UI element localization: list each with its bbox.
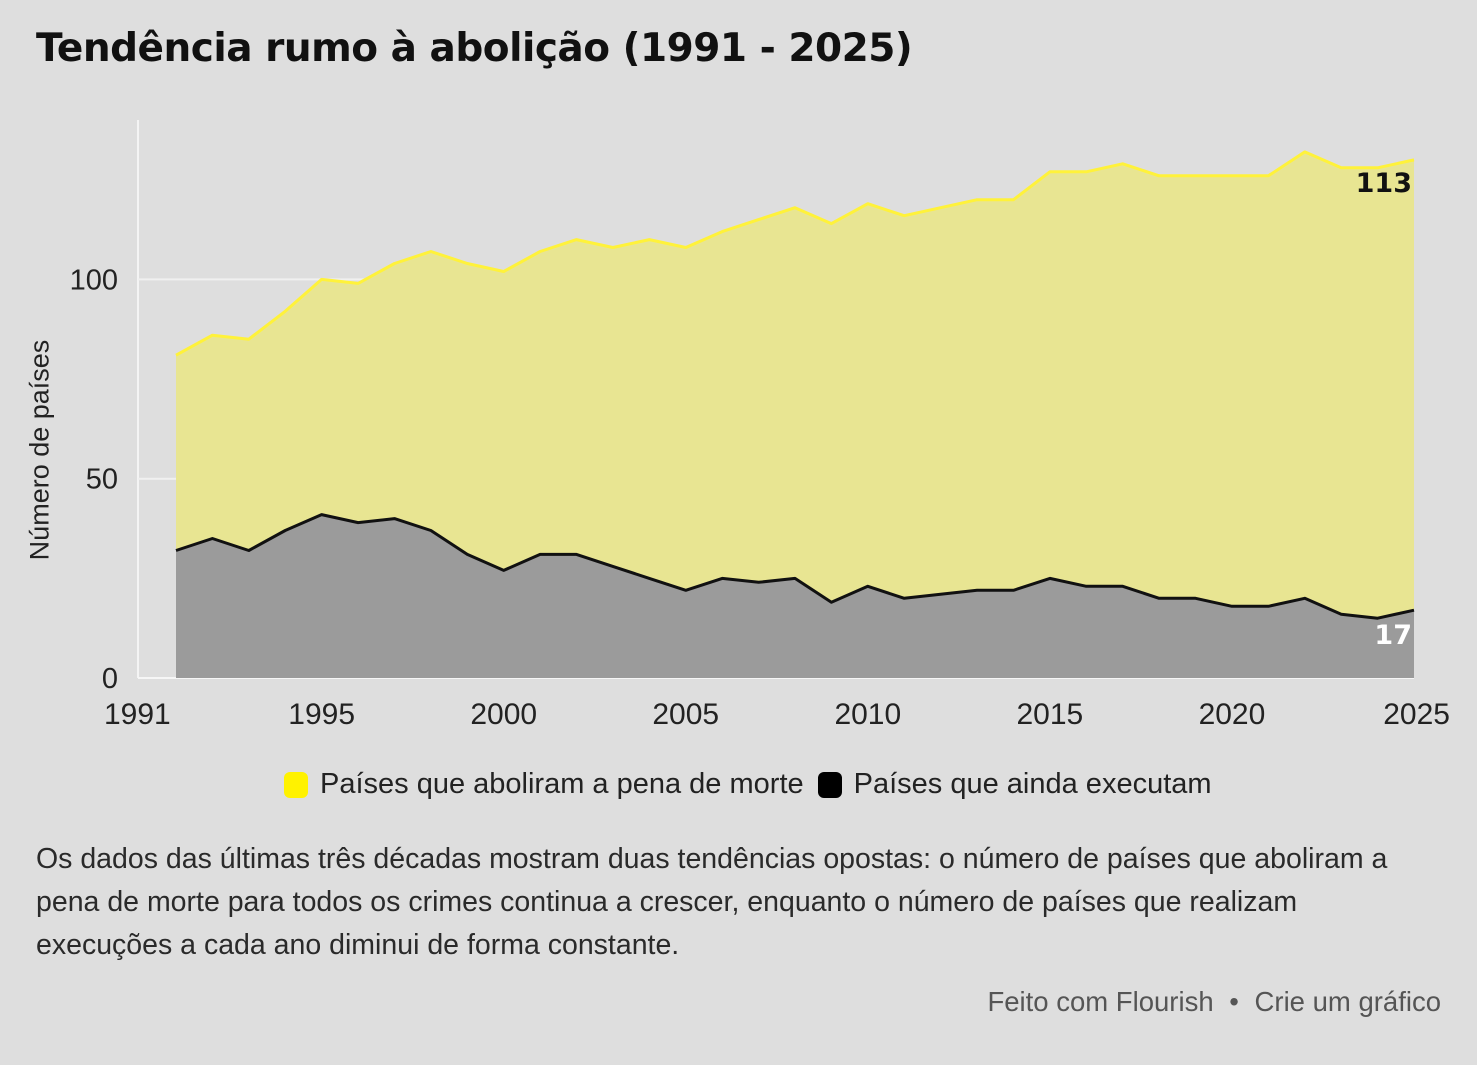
y-axis-label: Número de países xyxy=(24,339,55,561)
x-tick-label: 2010 xyxy=(834,698,901,731)
footer: Feito com Flourish • Crie um gráfico xyxy=(987,986,1441,1018)
chart-title: Tendência rumo à abolição (1991 - 2025) xyxy=(36,26,913,71)
x-tick-label: 2025 xyxy=(1383,698,1450,731)
legend-swatch-yellow xyxy=(284,771,308,798)
create-chart-link[interactable]: Crie um gráfico xyxy=(1254,986,1441,1017)
y-tick-label: 50 xyxy=(86,464,118,496)
y-tick-label: 100 xyxy=(70,264,118,296)
legend-label-abolished: Países que aboliram a pena de morte xyxy=(320,768,804,800)
area-executing xyxy=(176,514,1414,678)
stacked-area-chart: 1991 1995 2000 2005 2010 2015 2020 2025 050100 … xyxy=(70,120,1450,731)
end-label-abolished: 113 xyxy=(1356,168,1412,199)
footer-separator: • xyxy=(1229,986,1239,1017)
legend-label-executing: Países que ainda executam xyxy=(853,768,1212,800)
x-tick-label: 2005 xyxy=(652,698,719,731)
line-abolished xyxy=(175,150,1415,357)
x-tick-label: 1995 xyxy=(288,698,355,731)
end-label-executing: 17 xyxy=(1374,620,1412,651)
end-labels: 113 17 xyxy=(1356,168,1412,651)
y-axis: 0 50 100 xyxy=(70,264,118,695)
x-tick-label: 2020 xyxy=(1199,698,1266,731)
line-executing xyxy=(175,513,1415,620)
made-with-flourish-link[interactable]: Feito com Flourish xyxy=(987,986,1214,1017)
legend-item-executing[interactable]: Países que ainda executam xyxy=(817,768,1212,801)
x-tick-label: 1991 xyxy=(104,698,171,731)
legend-swatch-black xyxy=(817,771,842,798)
x-axis: 1991 1995 2000 2005 2010 2015 2020 2025 xyxy=(104,698,1450,731)
y-tick-label: 0 xyxy=(102,663,118,695)
legend-item-abolished[interactable]: Países que aboliram a pena de morte xyxy=(284,768,804,801)
x-tick-label: 2000 xyxy=(470,698,537,731)
legend: Países que aboliram a pena de morte País… xyxy=(284,768,1226,801)
x-tick-label: 2015 xyxy=(1017,698,1084,731)
chart-caption: Os dados das últimas três décadas mostra… xyxy=(36,843,1388,961)
area-layers xyxy=(175,150,1415,678)
